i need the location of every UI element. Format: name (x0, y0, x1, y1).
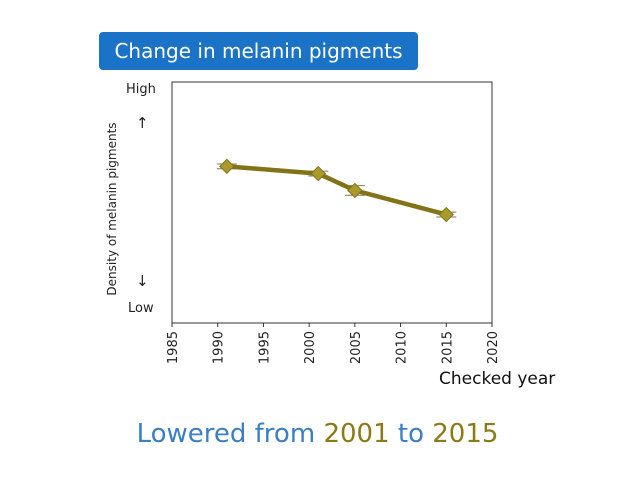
conclusion-year-from: 2001 (323, 419, 390, 449)
data-point-marker (347, 182, 363, 199)
conclusion-middle: to (389, 419, 433, 449)
data-point-marker (219, 158, 235, 175)
series-line (226, 164, 447, 217)
x-tick-label: 2000 (303, 331, 318, 364)
conclusion-text: Lowered from 2001 to 2015 (0, 419, 635, 449)
y-axis-high-label: High (126, 82, 156, 97)
x-tick-label: 1990 (212, 331, 227, 364)
data-point-marker (438, 206, 454, 223)
down-arrow-icon: ↓ (136, 272, 149, 290)
x-tick-label: 2015 (440, 331, 455, 364)
x-tick-label: 2010 (395, 331, 410, 364)
y-axis-low-label: Low (128, 301, 154, 316)
data-point-marker (310, 165, 326, 182)
x-tick-label: 1995 (257, 331, 272, 364)
conclusion-year-to: 2015 (432, 419, 499, 449)
x-tick-label: 2020 (486, 331, 501, 364)
up-arrow-icon: ↑ (136, 114, 149, 132)
conclusion-prefix: Lowered from (136, 419, 324, 449)
x-axis-title: Checked year (439, 369, 556, 389)
chart-title-badge: Change in melanin pigments (99, 32, 418, 70)
x-tick-label: 2005 (349, 331, 364, 364)
plot-frame (171, 81, 493, 324)
data-markers (219, 158, 454, 223)
x-axis-ticks: 1985 1990 1995 2000 2005 2010 2015 2020 (166, 323, 501, 364)
x-tick-label: 1985 (166, 331, 181, 364)
